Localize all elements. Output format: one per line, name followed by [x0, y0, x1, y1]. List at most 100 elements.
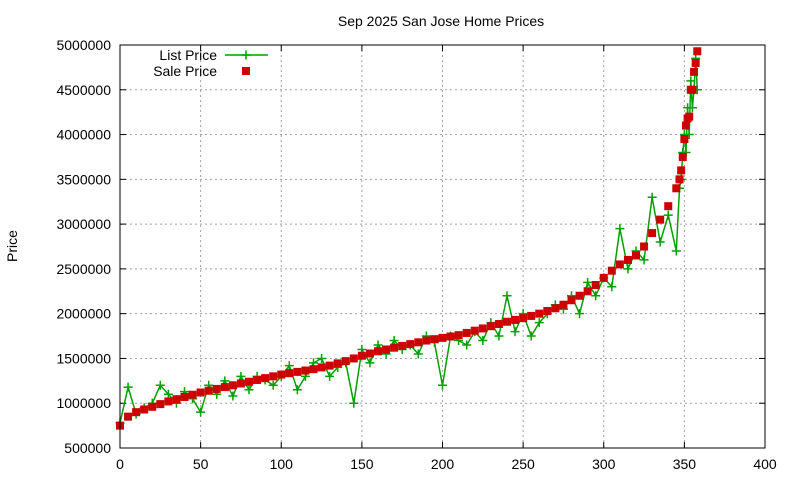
sale-price-point [277, 370, 286, 379]
sale-price-point [269, 372, 278, 381]
list-price-line [119, 58, 699, 424]
sale-price-point [325, 361, 334, 370]
sale-price-point [430, 335, 439, 344]
list-price-point [623, 264, 633, 274]
sale-price-point [196, 388, 205, 397]
sale-price-point [478, 324, 487, 333]
axis-ticks: 500000 1000000 1500000 2000000 2500000 300000… [56, 37, 776, 472]
y-tick-label: 2500000 [56, 261, 111, 277]
sale-price-point [677, 166, 686, 175]
sale-price-point [640, 242, 649, 251]
sale-price-point [551, 304, 560, 313]
sale-price-point [678, 152, 687, 161]
list-price-point [389, 336, 399, 346]
list-price-point [686, 76, 696, 86]
sale-price-point [220, 383, 229, 392]
y-tick-label: 2000000 [56, 306, 111, 322]
sale-price-point [164, 397, 173, 406]
x-tick-label: 50 [193, 456, 209, 472]
list-price-point [607, 282, 617, 292]
sale-price-point [301, 366, 310, 375]
list-price-point [317, 353, 327, 363]
sale-price-point [253, 375, 262, 384]
legend-label-list-price: List Price [159, 47, 217, 63]
list-price-point [647, 192, 657, 202]
sale-price-point [567, 296, 576, 305]
x-tick-label: 0 [116, 456, 124, 472]
sale-price-point [675, 175, 684, 184]
x-tick-label: 350 [673, 456, 697, 472]
sale-price-series [116, 47, 702, 430]
list-price-point [534, 318, 544, 328]
sale-price-point [414, 338, 423, 347]
list-price-point [365, 358, 375, 368]
legend-marker-sale-price [242, 67, 250, 75]
sale-price-point [398, 341, 407, 350]
list-price-point [462, 340, 472, 350]
list-price-point [268, 380, 278, 390]
sale-price-point [503, 317, 511, 326]
sale-price-point [607, 266, 616, 275]
sale-price-point [685, 112, 694, 121]
y-tick-label: 3500000 [56, 171, 111, 187]
sale-price-point [333, 359, 342, 368]
sale-price-point [180, 392, 189, 401]
sale-price-point [486, 322, 495, 331]
x-tick-label: 250 [511, 456, 535, 472]
sale-price-point [446, 332, 455, 341]
sale-price-point [438, 333, 447, 342]
sale-price-point [470, 326, 479, 335]
sale-price-point [656, 215, 665, 224]
list-price-point [575, 309, 585, 319]
sale-price-point [172, 395, 181, 404]
list-price-point [591, 291, 601, 301]
list-price-point [284, 361, 294, 371]
y-axis-label: Price [4, 230, 20, 262]
sale-price-point [309, 365, 318, 374]
sale-price-point [632, 251, 640, 260]
list-price-point [663, 210, 673, 220]
list-price-point [526, 331, 536, 341]
sale-price-point [527, 311, 536, 320]
sale-price-point [261, 374, 270, 383]
sale-price-point [357, 351, 366, 360]
sale-price-point [615, 260, 624, 269]
sale-price-point [390, 343, 399, 352]
list-price-point [349, 398, 359, 408]
sale-price-point [543, 306, 552, 315]
sale-price-point [519, 314, 528, 323]
legend-marker-list-price [241, 50, 251, 60]
sale-price-point [494, 319, 503, 328]
sale-price-point [672, 184, 681, 193]
sale-price-point [680, 135, 689, 144]
list-price-point [244, 385, 254, 395]
list-price-point [228, 391, 238, 401]
y-tick-label: 3000000 [56, 216, 111, 232]
sale-price-point [511, 315, 520, 324]
list-price-point [123, 382, 133, 392]
chart-title: Sep 2025 San Jose Home Prices [338, 13, 544, 29]
y-tick-label: 1000000 [56, 395, 111, 411]
sale-price-point [245, 377, 253, 386]
list-price-point [292, 385, 302, 395]
sale-price-point [124, 412, 133, 421]
y-tick-label: 1500000 [56, 350, 111, 366]
sale-price-point [228, 381, 237, 390]
sale-price-point [317, 363, 326, 372]
sale-price-point [285, 369, 294, 378]
list-price-point [687, 103, 697, 113]
sale-price-point [140, 405, 149, 414]
sale-price-point [406, 340, 415, 349]
sale-price-point [559, 300, 568, 309]
sale-price-point [132, 408, 141, 417]
sale-price-point [156, 400, 165, 409]
legend: List Price Sale Price [153, 47, 268, 79]
list-price-point [413, 349, 423, 359]
list-price-point [502, 291, 512, 301]
list-price-point [438, 380, 447, 390]
sale-price-point [575, 291, 584, 300]
sale-price-point [382, 345, 391, 354]
list-price-point [510, 327, 520, 337]
sale-price-point [204, 386, 213, 395]
